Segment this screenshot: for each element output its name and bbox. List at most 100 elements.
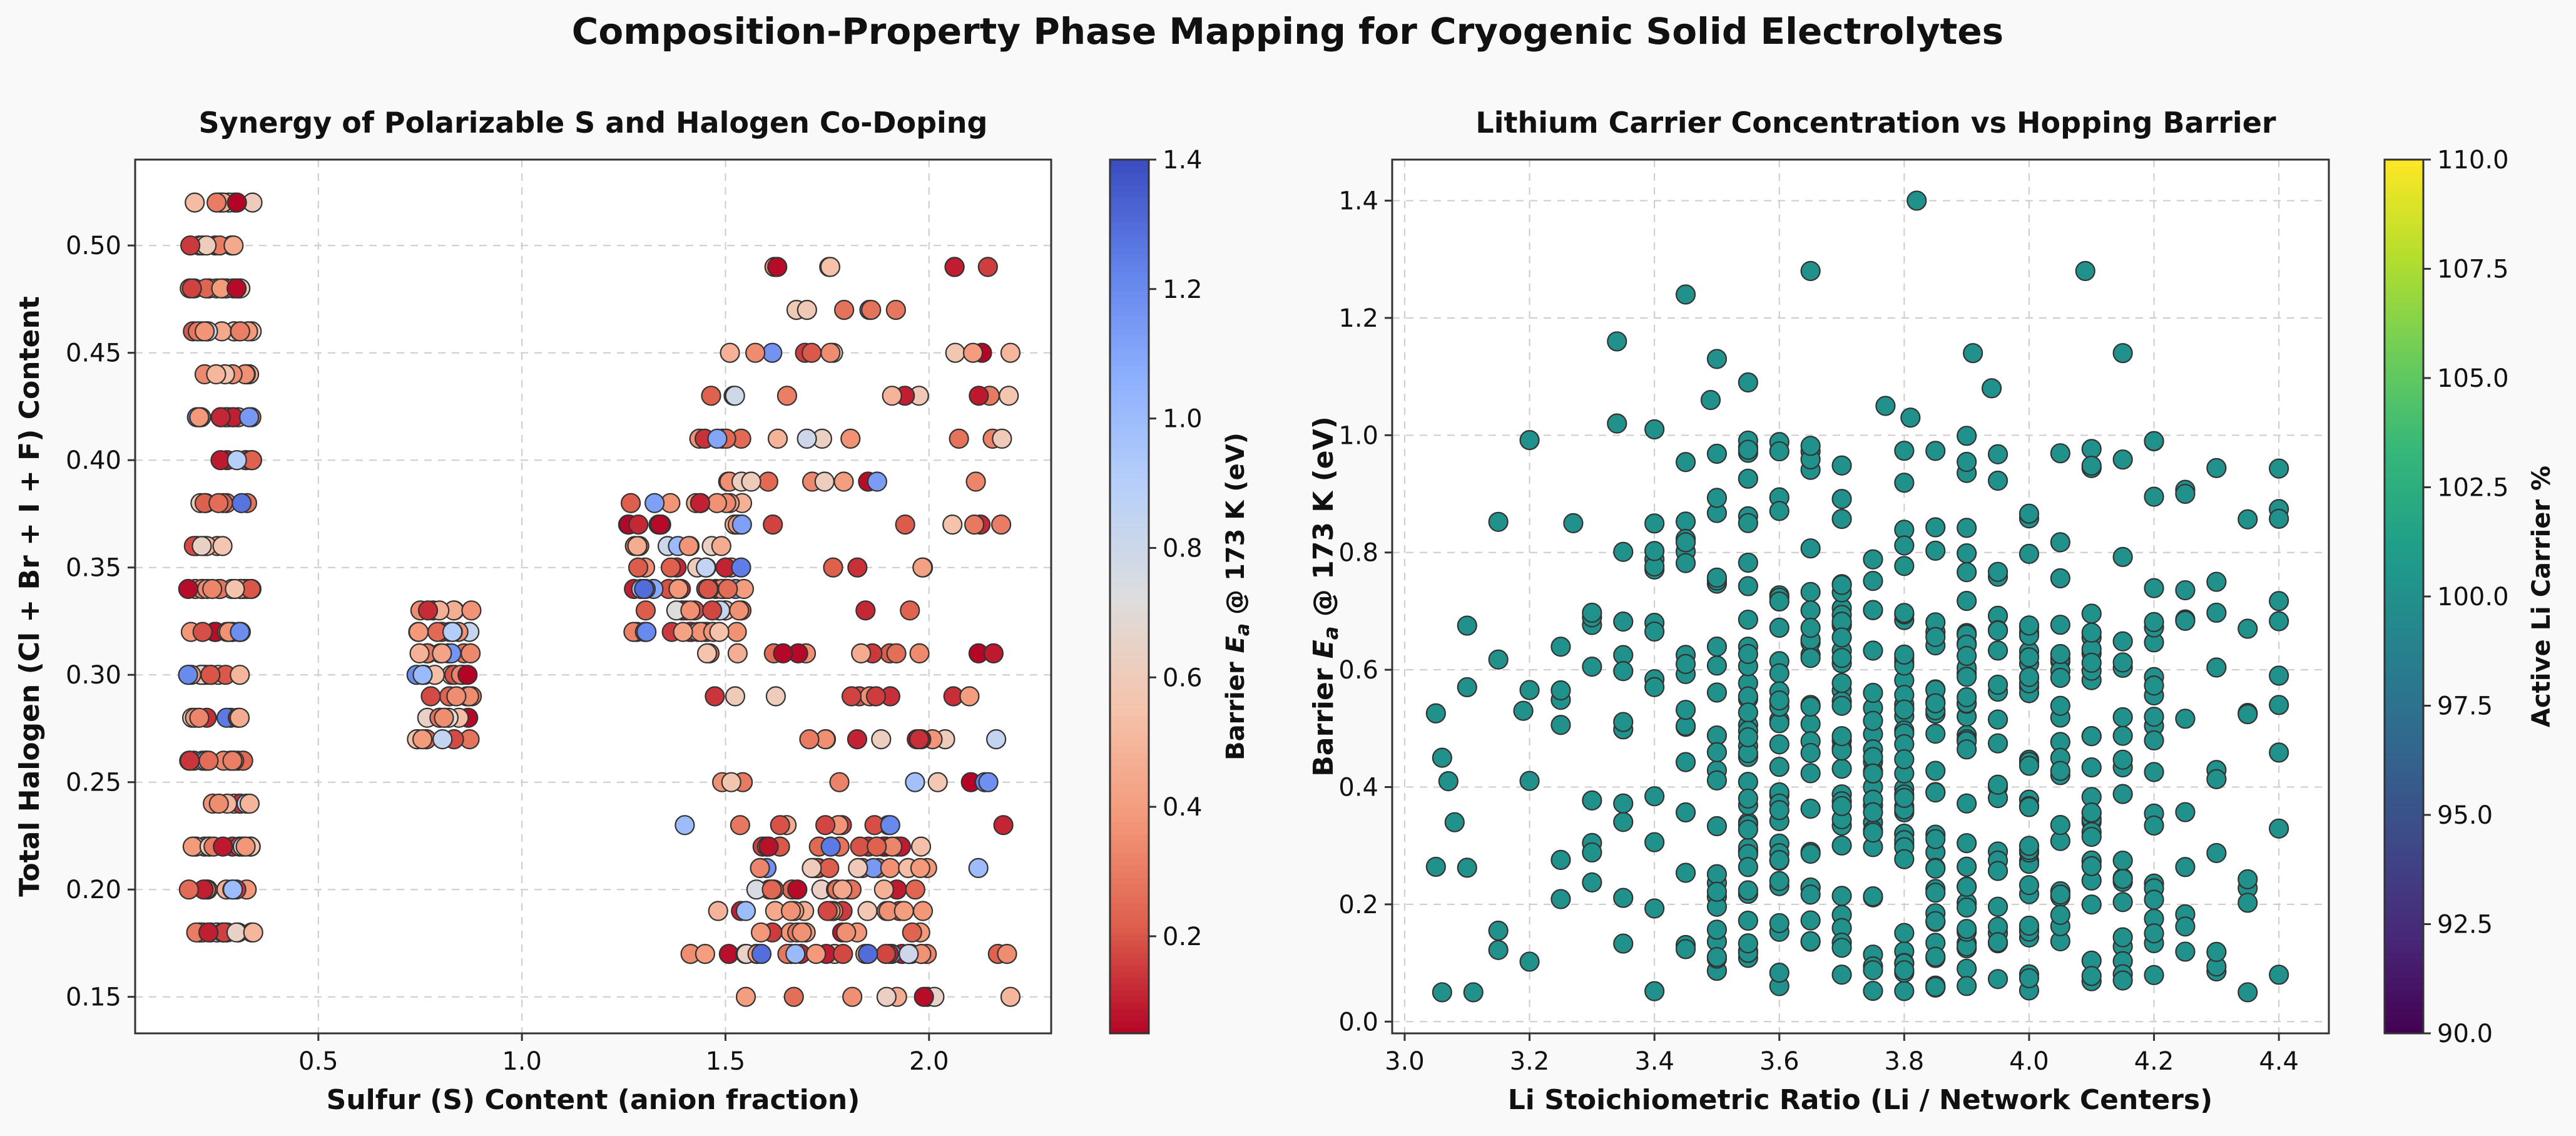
right-colorbar-segment	[2385, 952, 2423, 959]
left-colorbar-segment	[1110, 578, 1149, 585]
right-colorbar-segment	[2385, 996, 2423, 1003]
right-data-point	[1607, 331, 1627, 352]
right-colorbar-segment	[2385, 459, 2423, 466]
left-data-point	[195, 321, 215, 342]
right-data-point	[2269, 611, 2289, 632]
left-data-point	[229, 707, 250, 728]
right-data-point	[2144, 965, 2164, 985]
right-data-point	[2206, 602, 2227, 623]
right-data-point	[1957, 451, 1977, 473]
right-data-point	[1925, 946, 1946, 967]
right-colorbar-segment	[2385, 683, 2423, 691]
right-colorbar-segment	[2385, 178, 2423, 185]
left-x-tick-label: 1.5	[706, 1047, 746, 1076]
right-colorbar-segment	[2385, 160, 2423, 166]
left-colorbar-segment	[1110, 222, 1149, 229]
left-colorbar-segment	[1110, 565, 1149, 573]
left-colorbar-segment	[1110, 846, 1149, 853]
right-data-point	[1457, 615, 1477, 636]
right-data-point	[2081, 826, 2102, 847]
left-data-point	[696, 557, 716, 578]
left-data-point	[876, 986, 897, 1007]
right-data-point	[2237, 704, 2258, 725]
left-colorbar-segment	[1110, 990, 1149, 997]
left-colorbar-segment	[1110, 427, 1149, 435]
right-colorbar-segment	[2385, 540, 2423, 548]
left-data-point	[750, 922, 771, 943]
left-colorbar-segment	[1110, 790, 1149, 797]
left-colorbar-tick-label: 0.4	[1163, 793, 1203, 822]
left-colorbar-segment	[1110, 771, 1149, 779]
right-data-point	[1519, 770, 1540, 791]
right-colorbar-segment	[2385, 390, 2423, 397]
left-colorbar-segment	[1110, 421, 1149, 429]
right-colorbar-segment	[2385, 608, 2423, 616]
right-colorbar-segment	[2385, 864, 2423, 872]
right-colorbar-segment	[2385, 353, 2423, 361]
left-data-point	[408, 622, 429, 642]
right-data-point	[2237, 509, 2258, 530]
right-colorbar-segment	[2385, 409, 2423, 416]
right-data-point	[1675, 553, 1696, 573]
right-colorbar-segment	[2385, 384, 2423, 391]
right-data-point	[1925, 829, 1946, 849]
right-data-point	[1706, 443, 1728, 464]
left-colorbar-segment	[1110, 165, 1149, 173]
right-colorbar-segment	[2385, 284, 2423, 292]
right-colorbar-segment	[2385, 734, 2423, 741]
right-colorbar-segment	[2385, 852, 2423, 859]
right-colorbar-segment	[2385, 209, 2423, 217]
left-colorbar-segment	[1110, 1021, 1149, 1028]
left-data-point	[780, 901, 802, 921]
right-colorbar-segment	[2385, 627, 2423, 635]
left-data-point	[673, 622, 693, 642]
right-data-point	[1675, 452, 1696, 473]
right-data-point	[1831, 509, 1852, 530]
left-data-point	[709, 622, 730, 642]
left-colorbar-segment	[1110, 322, 1149, 329]
left-data-point	[718, 578, 738, 600]
left-colorbar-segment	[1110, 908, 1149, 916]
right-data-point	[1582, 602, 1602, 623]
left-colorbar-segment	[1110, 340, 1149, 348]
left-x-tick-label: 1.0	[502, 1047, 542, 1076]
right-colorbar-segment	[2385, 746, 2423, 754]
right-colorbar-segment	[2385, 471, 2423, 479]
right-data-point	[1925, 693, 1946, 714]
right-data-point	[2019, 836, 2040, 856]
left-data-point	[182, 836, 203, 857]
left-data-point	[959, 686, 980, 707]
left-data-point	[202, 578, 223, 600]
right-data-point	[2050, 443, 2070, 464]
right-data-point	[2075, 260, 2095, 282]
right-data-point	[1769, 617, 1789, 638]
left-colorbar-tick-label: 0.6	[1163, 663, 1203, 692]
right-data-point	[1738, 727, 1758, 748]
right-colorbar-segment	[2385, 765, 2423, 772]
right-data-point	[2019, 875, 2040, 896]
right-data-point	[1894, 749, 1915, 770]
right-y-tick-label: 0.6	[1338, 656, 1378, 685]
right-data-point	[2019, 543, 2040, 564]
left-data-point	[457, 665, 478, 685]
left-data-point	[840, 428, 861, 449]
right-data-point	[1613, 793, 1634, 814]
left-data-point	[751, 943, 772, 965]
right-data-point	[1800, 714, 1821, 734]
left-colorbar-segment	[1110, 746, 1149, 754]
right-colorbar-segment	[2385, 415, 2423, 422]
right-colorbar-segment	[2385, 272, 2423, 279]
right-data-point	[2237, 618, 2258, 639]
right-colorbar-segment	[2385, 1002, 2423, 1010]
right-data-point	[1607, 413, 1627, 434]
right-colorbar-segment	[2385, 883, 2423, 891]
right-colorbar-segment	[2385, 590, 2423, 597]
left-colorbar-segment	[1110, 946, 1149, 953]
right-data-point	[1957, 562, 1977, 583]
left-data-point	[702, 600, 723, 621]
left-data-point	[690, 493, 711, 513]
right-data-point	[1863, 549, 1883, 570]
right-data-point	[2269, 665, 2289, 686]
left-y-tick-label: 0.20	[66, 876, 121, 904]
left-colorbar-segment	[1110, 602, 1149, 610]
